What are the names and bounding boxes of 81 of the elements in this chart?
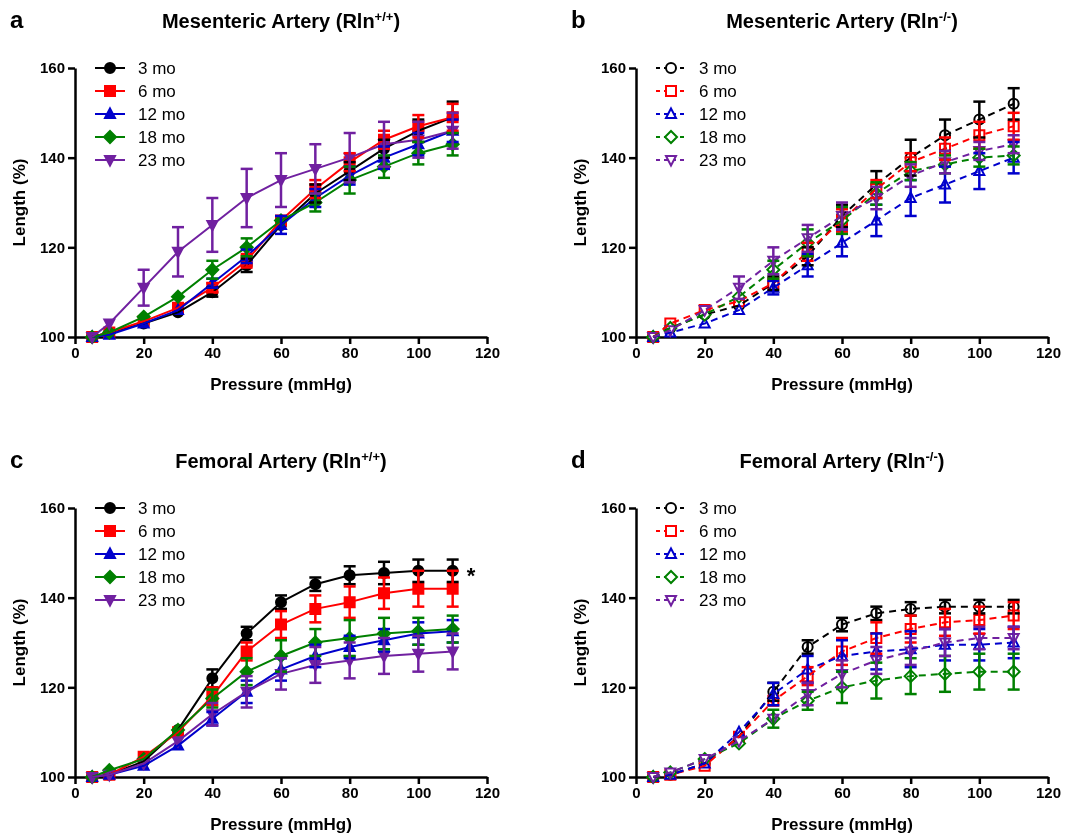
x-tick-label: 80 [902,343,920,361]
y-tick-label: 160 [39,59,65,77]
y-tick-label: 160 [600,499,626,517]
x-tick-label: 60 [273,343,290,361]
y-axis-title: Length (%) [10,158,29,247]
legend-label: 23 mo [699,151,747,170]
x-tick-label: 80 [341,783,359,801]
x-tick-label: 0 [632,343,641,361]
x-tick-label: 120 [1035,783,1062,801]
x-tick-label: 120 [474,343,501,361]
x-tick-label: 0 [632,783,641,801]
legend-label: 6 mo [699,522,737,541]
y-tick-label: 120 [39,238,65,256]
text: c [10,446,24,473]
x-axis-title: Pressure (mmHg) [771,815,913,834]
x-tick-label: 40 [204,343,222,361]
x-axis-title: Pressure (mmHg) [771,375,913,394]
legend-label: 12 mo [699,105,747,124]
legend-label: 23 mo [138,591,186,610]
y-tick-label: 100 [600,768,626,786]
legend-label: 3 mo [699,59,737,78]
y-tick-label: 160 [39,499,65,517]
legend-label: 12 mo [699,545,747,564]
x-tick-label: 100 [406,783,432,801]
x-tick-label: 20 [135,343,153,361]
x-tick-label: 100 [967,343,993,361]
x-tick-label: 20 [696,343,714,361]
x-tick-label: 120 [1035,343,1062,361]
y-tick-label: 140 [600,588,626,606]
legend-label: 23 mo [138,151,186,170]
text: d [571,446,586,473]
chart-title: Mesenteric Artery (Rln$^{-/-}$) [726,8,958,32]
y-axis-title: Length (%) [571,158,590,247]
x-tick-label: 100 [406,343,432,361]
x-axis-title: Pressure (mmHg) [210,375,352,394]
text: a [10,6,24,33]
y-tick-label: 140 [600,148,626,166]
legend-label: 23 mo [699,591,747,610]
legend-label: 18 mo [138,568,186,587]
legend-label: 12 mo [138,545,186,564]
x-tick-label: 100 [967,783,993,801]
y-tick-label: 120 [600,238,626,256]
annotation: * [466,563,476,589]
legend-label: 18 mo [699,128,747,147]
legend-label: 3 mo [699,499,737,518]
chart-title: Mesenteric Artery (Rln$^{+/+}$) [161,8,401,32]
legend-label: 6 mo [138,522,176,541]
x-tick-label: 60 [834,783,851,801]
x-tick-label: 0 [71,783,80,801]
legend-label: 18 mo [138,128,186,147]
y-tick-label: 140 [39,588,65,606]
legend-label: 3 mo [138,499,176,518]
y-axis-title: Length (%) [10,598,29,687]
legend-label: 3 mo [138,59,176,78]
x-tick-label: 40 [765,343,783,361]
chart-title: Femoral Artery (Rln$^{+/+}$) [175,448,387,472]
x-tick-label: 20 [135,783,153,801]
x-tick-label: 80 [341,343,359,361]
legend-label: 18 mo [699,568,747,587]
y-tick-label: 120 [600,678,626,696]
x-tick-label: 60 [834,343,851,361]
x-tick-label: 20 [696,783,714,801]
text: b [571,6,586,33]
x-tick-label: 60 [273,783,290,801]
x-tick-label: 120 [474,783,501,801]
y-axis-title: Length (%) [571,598,590,687]
y-tick-label: 100 [39,768,65,786]
y-tick-label: 100 [600,328,626,346]
x-axis-title: Pressure (mmHg) [210,815,352,834]
y-tick-label: 160 [600,59,626,77]
x-tick-label: 80 [902,783,920,801]
y-tick-label: 120 [39,678,65,696]
legend-label: 6 mo [138,82,176,101]
y-tick-label: 100 [39,328,65,346]
legend-label: 6 mo [699,82,737,101]
x-tick-label: 40 [204,783,222,801]
x-tick-label: 0 [71,343,80,361]
chart-title: Femoral Artery (Rln$^{-/-}$) [739,448,945,472]
x-tick-label: 40 [765,783,783,801]
legend-label: 12 mo [138,105,186,124]
y-tick-label: 140 [39,148,65,166]
